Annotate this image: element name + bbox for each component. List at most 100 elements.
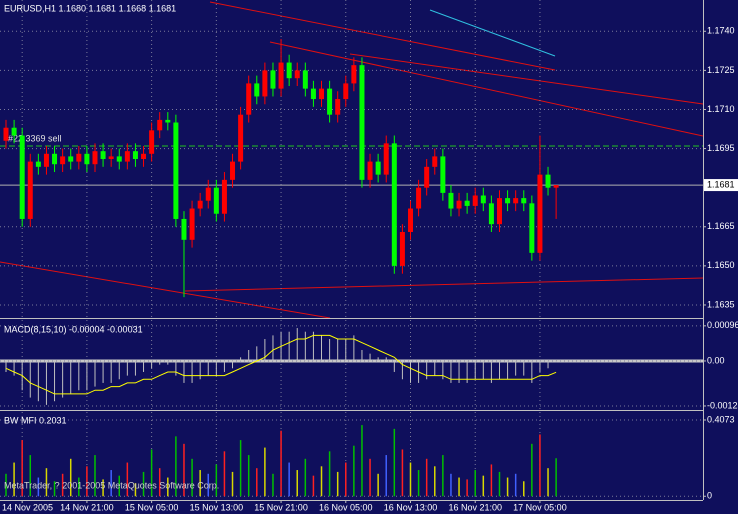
- candle-body: [181, 218, 187, 240]
- candle-body: [230, 161, 236, 180]
- bar: [102, 479, 104, 497]
- bar: [393, 428, 396, 497]
- bar: [94, 455, 96, 497]
- candle-body: [521, 198, 527, 204]
- bar: [369, 458, 371, 497]
- x-tick-label: 15 Nov 05:00: [125, 502, 179, 512]
- bar: [304, 458, 307, 497]
- bar: [425, 458, 428, 497]
- bar: [150, 449, 153, 497]
- candle-body: [343, 83, 349, 100]
- candle-body: [513, 198, 519, 204]
- bar: [531, 443, 533, 497]
- bar: [434, 466, 436, 497]
- bar: [61, 473, 64, 497]
- bar: [272, 473, 274, 497]
- panel-title: EURUSD,H1 1.1680 1.1681 1.1668 1.1681: [4, 3, 176, 13]
- bar: [482, 475, 485, 497]
- bar: [134, 483, 137, 497]
- candle-body: [375, 161, 381, 175]
- order-label: #22 3369 sell: [8, 133, 62, 143]
- y-tick-label: 1.1710: [707, 104, 735, 114]
- candle-body: [448, 192, 454, 209]
- bar: [401, 449, 404, 497]
- bar: [207, 473, 209, 497]
- bar: [110, 470, 112, 497]
- candle-body: [27, 161, 33, 219]
- candle-body: [537, 174, 543, 253]
- candle-body: [416, 187, 422, 209]
- candle-body: [505, 198, 511, 204]
- bar: [78, 477, 80, 497]
- candle-body: [327, 88, 333, 115]
- candle-body: [553, 185, 559, 188]
- y-tick-label: 1.1725: [707, 65, 735, 75]
- candle-body: [92, 151, 98, 165]
- candle-body: [43, 153, 49, 167]
- bar: [5, 473, 7, 497]
- candle-body: [238, 114, 244, 162]
- bar: [239, 440, 242, 497]
- x-tick-label: 15 Nov 13:00: [190, 502, 244, 512]
- candle-body: [424, 166, 430, 188]
- x-tick-label: 16 Nov 13:00: [384, 502, 438, 512]
- candle-body: [472, 195, 478, 206]
- candle-body: [302, 70, 308, 89]
- panel-title: MACD(8,15,10) -0.00004 -0.00031: [4, 324, 143, 334]
- x-tick-label: 15 Nov 21:00: [254, 502, 308, 512]
- bar: [474, 470, 476, 497]
- bar: [142, 471, 145, 497]
- candle-body: [116, 156, 122, 162]
- candle-body: [205, 187, 211, 201]
- bar: [555, 458, 557, 497]
- bar: [53, 481, 56, 497]
- y-tick-label: 1.1665: [707, 221, 735, 231]
- bar: [264, 447, 266, 497]
- bar: [126, 462, 129, 497]
- trend-line: [429, 9, 556, 57]
- bar: [328, 451, 331, 497]
- candle-body: [52, 153, 58, 165]
- bar: [247, 455, 250, 497]
- trend-line: [209, 1, 556, 71]
- candle-body: [3, 127, 9, 141]
- bar: [223, 451, 226, 497]
- candle-body: [100, 151, 106, 159]
- candle-body: [149, 130, 155, 154]
- candle-body: [76, 153, 82, 162]
- x-tick-label: 14 Nov 2005: [2, 502, 53, 512]
- bar: [191, 458, 193, 497]
- bar: [45, 468, 48, 497]
- bar: [296, 470, 298, 497]
- bar: [29, 455, 32, 497]
- candle-body: [124, 151, 130, 162]
- bar: [215, 464, 218, 497]
- panel-title: BW MFI 0.2031: [4, 415, 67, 425]
- candle-body: [456, 200, 462, 209]
- bar: [490, 464, 493, 497]
- candle-body: [278, 62, 284, 89]
- y-tick-label: 0.4073: [707, 414, 735, 424]
- candle-body: [545, 174, 551, 188]
- bar: [336, 471, 339, 497]
- candle-body: [270, 70, 276, 89]
- y-tick-label: 1.1635: [707, 299, 735, 309]
- bar: [256, 468, 258, 497]
- bar: [514, 473, 517, 497]
- bar: [539, 434, 541, 497]
- trend-line: [0, 261, 331, 319]
- y-tick-label: 1.1740: [707, 26, 735, 36]
- bar: [167, 477, 169, 497]
- bar: [409, 462, 412, 497]
- candle-body: [488, 203, 494, 225]
- candle-body: [246, 83, 252, 115]
- candle-body: [60, 156, 66, 165]
- bar: [345, 462, 347, 497]
- trend-line: [269, 41, 704, 137]
- candle-body: [197, 200, 203, 209]
- bar: [118, 475, 121, 497]
- x-tick-label: 17 Nov 05:00: [513, 502, 567, 512]
